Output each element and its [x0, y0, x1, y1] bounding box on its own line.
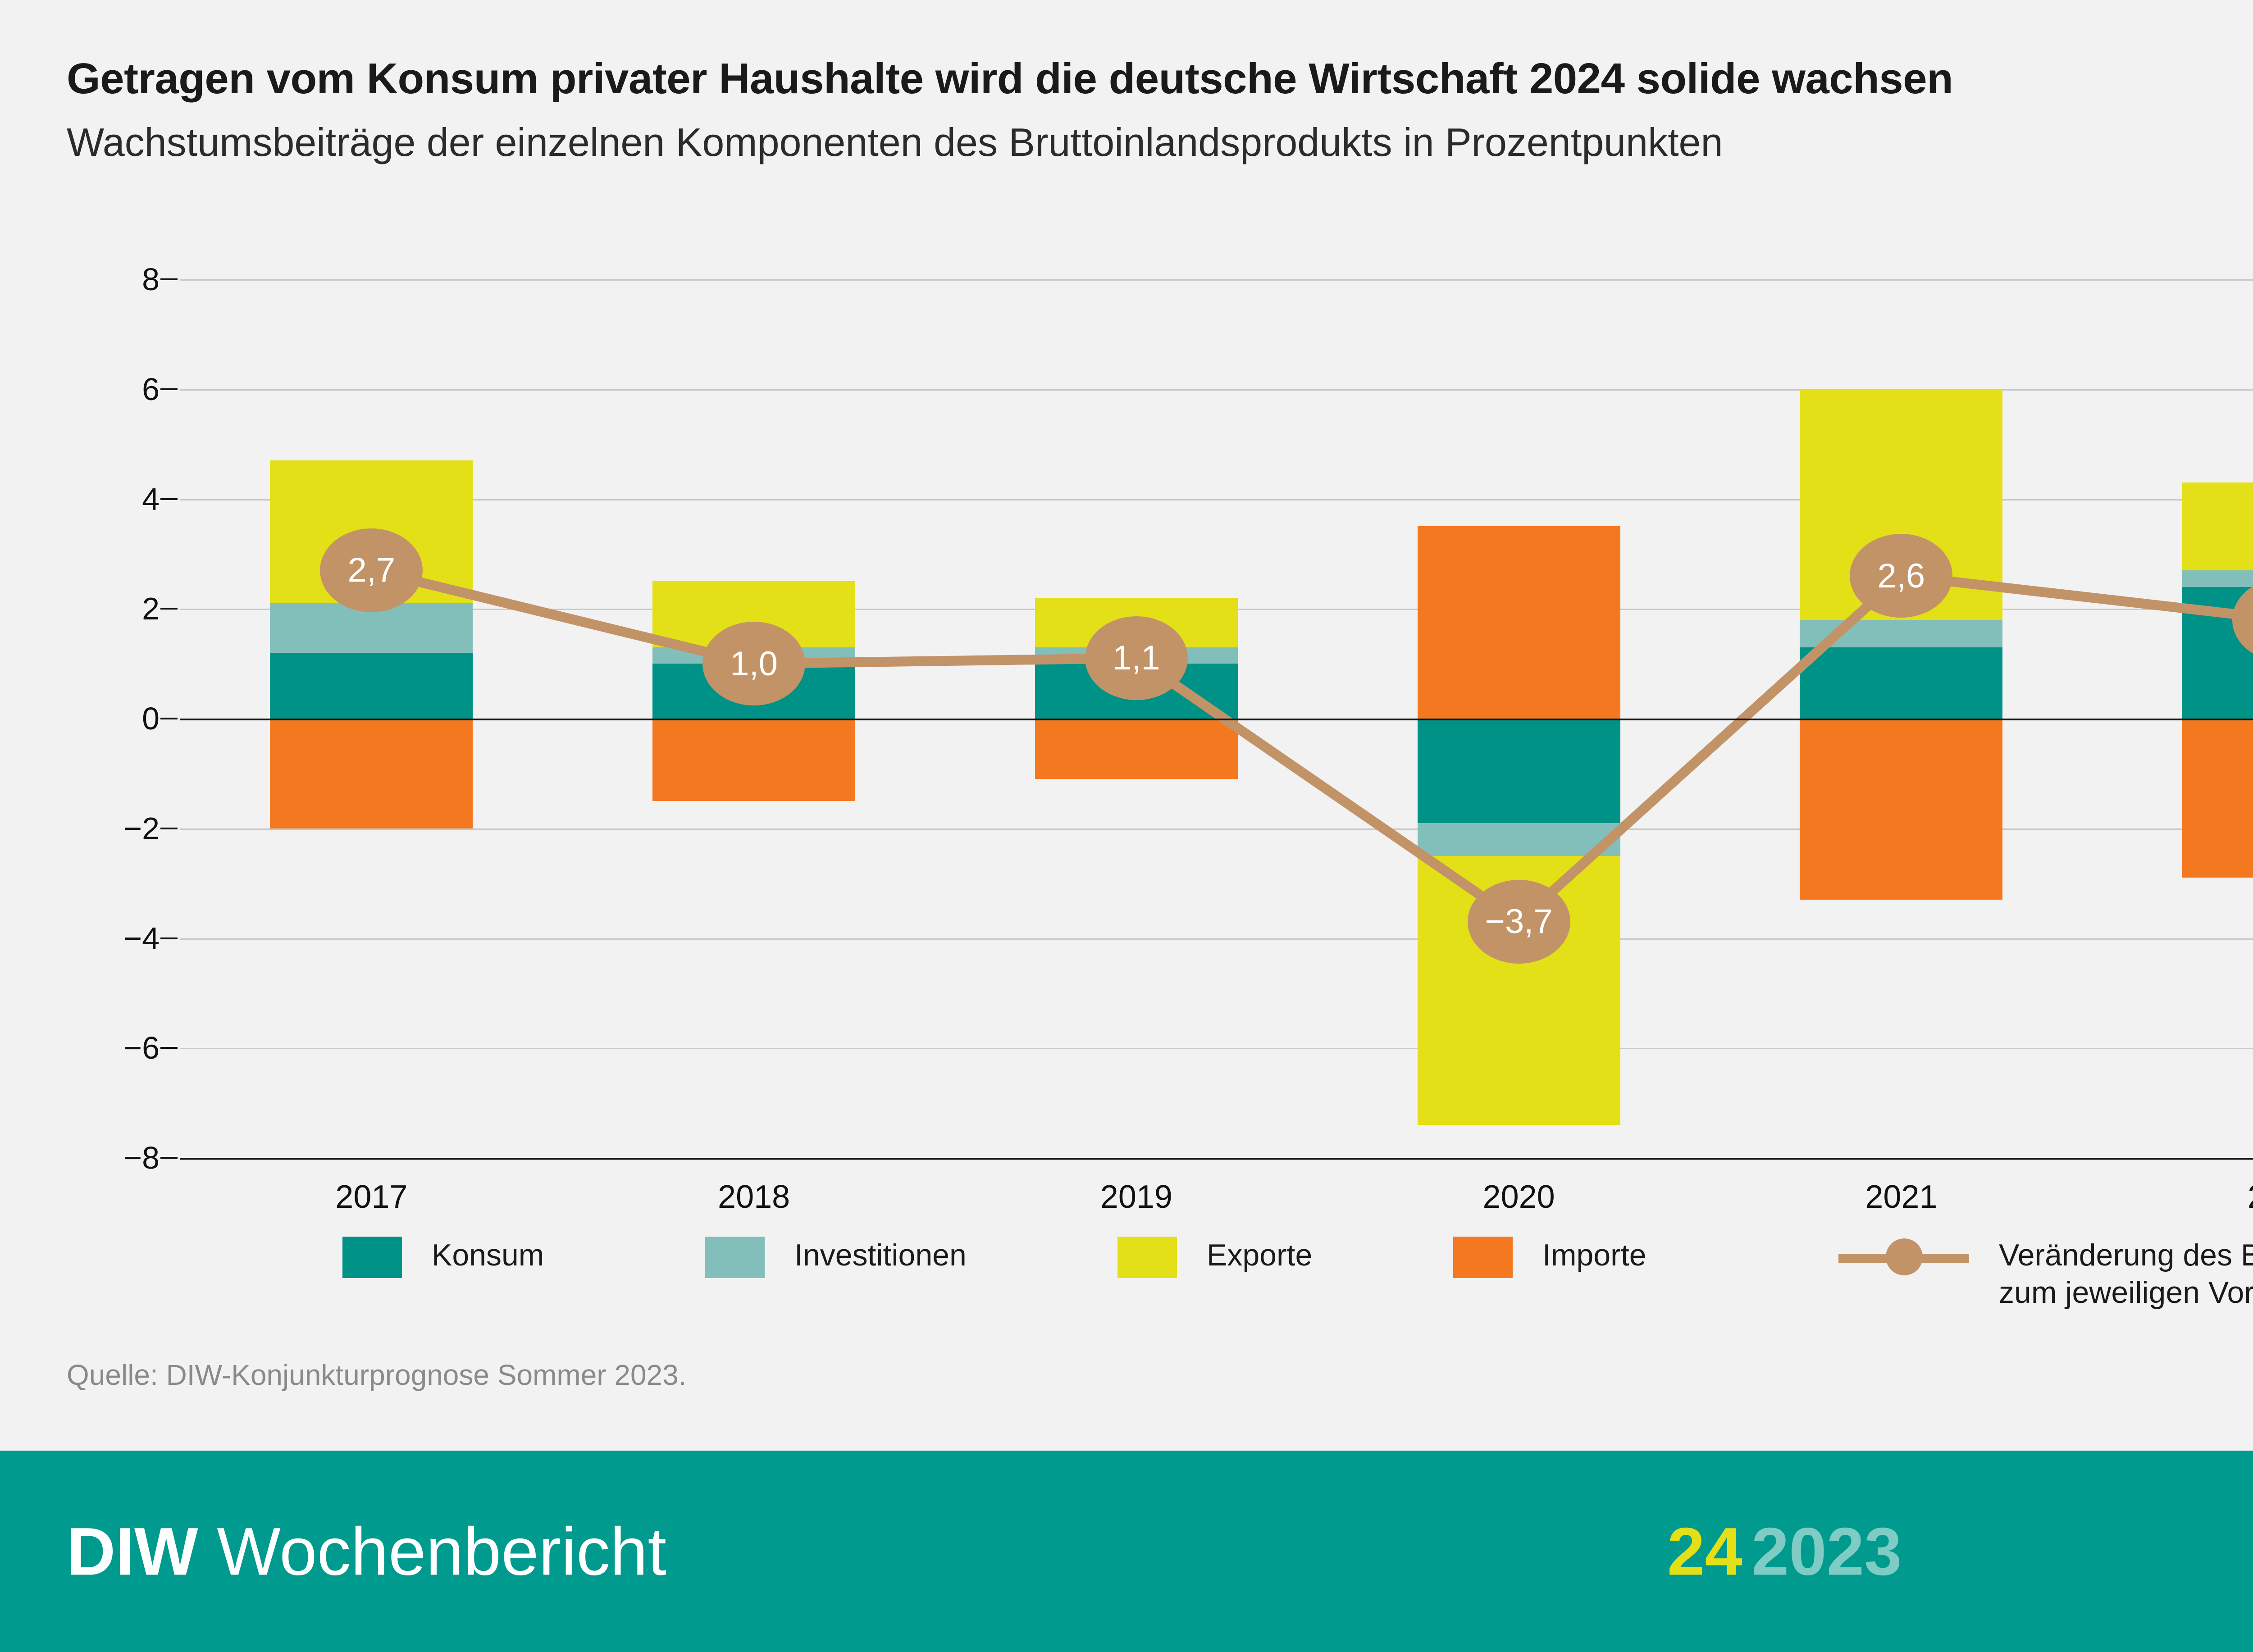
bar-segment: [270, 719, 473, 828]
legend-label: Investitionen: [794, 1238, 967, 1272]
page-title: Getragen vom Konsum privater Haushalte w…: [67, 55, 1953, 103]
bar-segment: [2182, 719, 2253, 878]
y-axis-tick-label: 2: [142, 591, 160, 627]
y-tick-mark: [160, 718, 178, 719]
legend-swatch-exporte: [1117, 1237, 1177, 1278]
x-axis-tick-label: 2019: [1100, 1179, 1172, 1215]
gridline: [180, 938, 2253, 940]
bar-segment: [1800, 647, 2003, 719]
page-subtitle: Wachstumsbeiträge der einzelnen Komponen…: [67, 120, 1723, 164]
y-axis-tick-label: 4: [142, 481, 160, 517]
footer-brand-light: Wochenbericht: [217, 1513, 667, 1589]
gridline: [180, 1048, 2253, 1050]
gridline: [180, 279, 2253, 281]
bar-segment: [1417, 823, 1620, 856]
legend-label: Konsum: [432, 1238, 544, 1272]
y-axis-tick-label: −8: [123, 1140, 160, 1175]
bar-segment: [2182, 482, 2253, 570]
y-tick-mark: [160, 498, 178, 500]
legend-line-marker-icon: [1838, 1237, 1969, 1278]
y-tick-mark: [160, 1047, 178, 1049]
gridline: [180, 499, 2253, 501]
legend-item-importe[interactable]: Importe: [1453, 1237, 1646, 1278]
y-tick-mark: [160, 937, 178, 939]
x-axis-tick-label: 2018: [718, 1179, 790, 1215]
gridline: [180, 389, 2253, 391]
line-data-label: 2,6: [1850, 534, 1953, 618]
chart-plot-area: Prognose86420−2−4−6−82017201820192020202…: [123, 262, 2253, 1215]
x-axis-tick-label: 2020: [1482, 1179, 1555, 1215]
y-tick-mark: [160, 278, 178, 280]
y-axis-tick-label: 0: [142, 701, 160, 736]
y-tick-mark: [160, 388, 178, 390]
source-note: Quelle: DIW-Konjunkturprognose Sommer 20…: [67, 1359, 687, 1391]
legend-label-line1: Veränderung des Bruttoinlandsprodukts im…: [1999, 1238, 2253, 1272]
issue-number: 24: [1667, 1513, 1742, 1589]
footer-brand-bold: DIW: [67, 1513, 198, 1589]
line-data-label: 1,0: [702, 622, 806, 706]
x-axis-line: [180, 1158, 2253, 1160]
legend-item-konsum[interactable]: Konsum: [342, 1237, 544, 1278]
y-axis-tick-label: −6: [123, 1030, 160, 1066]
legend-swatch-importe: [1453, 1237, 1513, 1278]
legend-swatch-investitionen: [705, 1237, 765, 1278]
bar-segment: [1417, 719, 1620, 823]
y-tick-mark: [160, 608, 178, 610]
y-tick-mark: [160, 827, 178, 829]
legend-item-exporte[interactable]: Exporte: [1117, 1237, 1312, 1278]
chart-legend: Konsum Investitionen Exporte Importe Verände…: [342, 1237, 2253, 1345]
issue-label: 24 2023: [1667, 1512, 1902, 1590]
x-axis-tick-label: 2022: [2248, 1179, 2253, 1215]
zero-line: [180, 719, 2253, 720]
line-data-label: 1,1: [1085, 616, 1188, 700]
bar-segment: [1035, 719, 1238, 779]
line-data-label: 2,7: [320, 528, 423, 612]
legend-item-investitionen[interactable]: Investitionen: [705, 1237, 967, 1278]
y-tick-mark: [160, 1157, 178, 1159]
issue-year: 2023: [1751, 1513, 1902, 1589]
legend-label: Veränderung des Bruttoinlandsprodukts im…: [1999, 1237, 2253, 1311]
bar-segment: [1417, 526, 1620, 719]
legend-swatch-konsum: [342, 1237, 402, 1278]
legend-label: Importe: [1542, 1238, 1646, 1272]
bar-segment: [270, 652, 473, 719]
bar-segment: [652, 719, 856, 801]
legend-label-line2: zum jeweiligen Vorjahr in Prozent: [1999, 1275, 2253, 1310]
legend-label: Exporte: [1207, 1238, 1313, 1272]
line-data-label: −3,7: [1467, 879, 1570, 964]
bar-segment: [1800, 719, 2003, 900]
bar-segment: [1800, 619, 2003, 647]
legend-item-gdp-change[interactable]: Veränderung des Bruttoinlandsprodukts im…: [1838, 1237, 2253, 1311]
x-axis-tick-label: 2017: [335, 1179, 408, 1215]
y-axis-tick-label: −4: [123, 920, 160, 956]
x-axis-tick-label: 2021: [1865, 1179, 1938, 1215]
y-axis-tick-label: 8: [142, 262, 160, 297]
footer-brand: DIW Wochenbericht: [67, 1512, 666, 1590]
y-axis-tick-label: 6: [142, 371, 160, 407]
bar-segment: [2182, 570, 2253, 587]
y-axis-tick-label: −2: [123, 810, 160, 846]
